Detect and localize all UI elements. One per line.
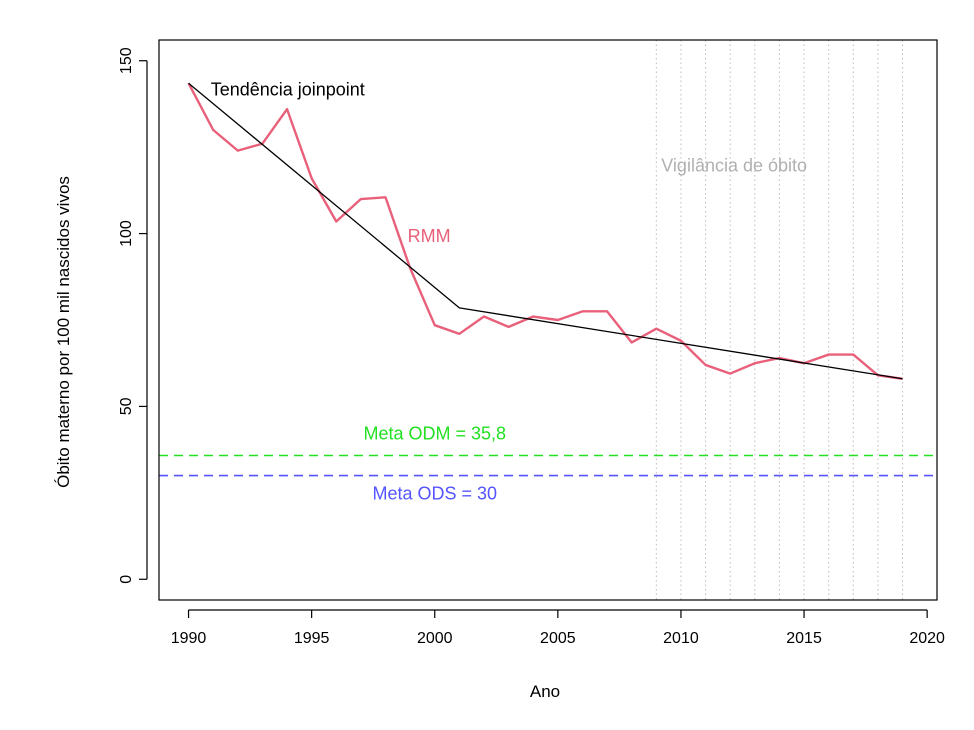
surveillance-label: Vigilância de óbito (661, 155, 807, 175)
x-tick-label: 2000 (417, 630, 453, 647)
x-tick-label: 2015 (786, 630, 822, 647)
y-tick-label: 0 (118, 575, 135, 584)
surveillance-period-lines (655, 40, 904, 600)
annotations: Tendência joinpoint RMM Vigilância de óbit… (211, 79, 807, 503)
reference-lines (159, 454, 937, 477)
x-tick-label: 1995 (294, 630, 330, 647)
y-tick-label: 150 (118, 47, 135, 74)
y-axis-title: Óbito materno por 100 mil nascidos vivos (54, 176, 73, 488)
x-axis: 1990 1995 2000 2005 2010 2015 2020 (171, 609, 945, 647)
joinpoint-trend-line (188, 82, 903, 380)
x-tick-label: 1990 (171, 630, 207, 647)
x-tick-label: 2020 (909, 630, 945, 647)
series-lines (187, 82, 903, 380)
meta-ods-label: Meta ODS = 30 (372, 484, 497, 504)
meta-odm-label: Meta ODM = 35,8 (363, 424, 506, 444)
x-axis-title: Ano (530, 682, 560, 701)
rmm-label: RMM (408, 226, 451, 246)
joinpoint-trend-label: Tendência joinpoint (211, 79, 365, 99)
plot-frame (158, 39, 938, 601)
x-tick-label: 2005 (540, 630, 576, 647)
y-tick-label: 50 (118, 397, 135, 415)
y-axis: 0 50 100 150 (118, 47, 148, 584)
y-tick-label: 100 (118, 220, 135, 247)
rmm-series-line (187, 82, 903, 380)
x-tick-label: 2010 (663, 630, 699, 647)
